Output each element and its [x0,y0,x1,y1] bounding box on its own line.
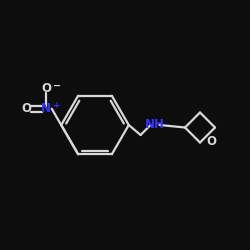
Text: −: − [53,81,62,91]
Text: NH: NH [145,118,165,132]
Text: +: + [53,100,61,110]
Text: O: O [206,135,216,148]
Text: O: O [41,82,51,95]
Text: O: O [21,102,31,115]
Text: N: N [41,102,51,115]
